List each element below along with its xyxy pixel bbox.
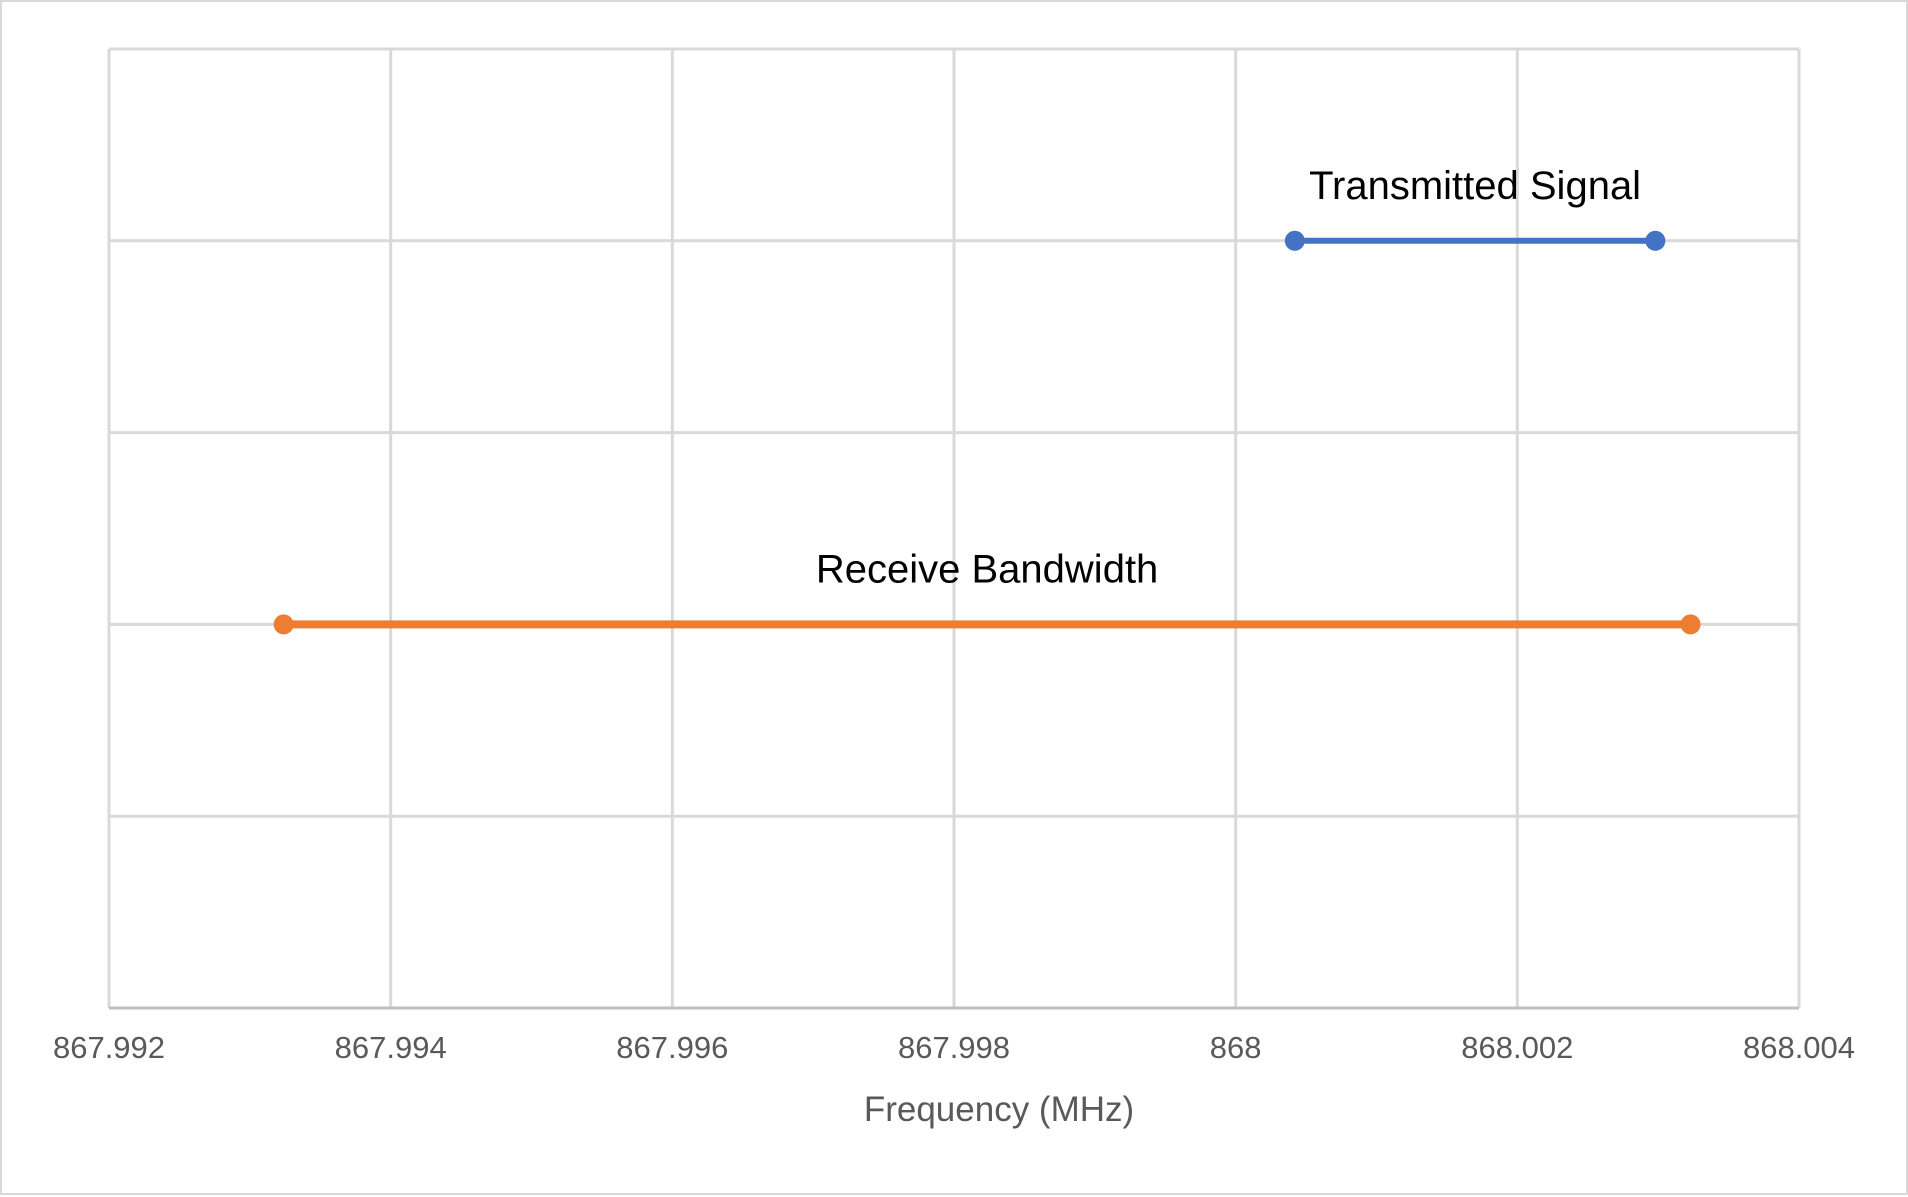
series-label: Receive Bandwidth (816, 547, 1158, 591)
x-axis-title: Frequency (MHz) (864, 1090, 1134, 1129)
data-point-marker (1645, 230, 1666, 251)
data-point-marker (1680, 614, 1701, 635)
series-layer: Transmitted Signal Receive Bandwidth (273, 164, 1701, 635)
x-tick-label: 867.998 (898, 1030, 1010, 1065)
x-tick-label: 867.994 (335, 1030, 447, 1065)
x-tick-label: 868 (1210, 1030, 1262, 1065)
x-tick-label: 867.996 (616, 1030, 728, 1065)
grid-lines (107, 47, 1801, 1010)
data-point-marker (273, 614, 294, 635)
x-tick-label: 868.004 (1743, 1030, 1855, 1065)
data-point-marker (1284, 230, 1305, 251)
x-tick-labels: 867.992 867.994 867.996 867.998 868 868.002 86… (53, 1030, 1855, 1065)
series-label: Transmitted Signal (1309, 164, 1641, 208)
series-1: Receive Bandwidth (273, 547, 1701, 635)
x-tick-label: 867.992 (53, 1030, 165, 1065)
x-tick-label: 868.002 (1461, 1030, 1573, 1065)
series-0: Transmitted Signal (1284, 164, 1666, 251)
